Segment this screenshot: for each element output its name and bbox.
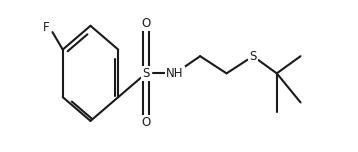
Text: O: O [141,17,151,30]
Text: NH: NH [166,67,184,80]
Text: S: S [249,50,257,63]
Text: O: O [141,116,151,129]
Text: F: F [43,21,49,34]
Text: S: S [142,67,150,80]
